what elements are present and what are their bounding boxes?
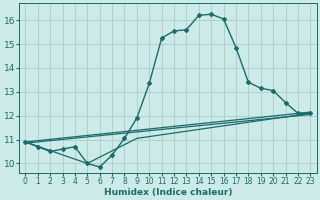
X-axis label: Humidex (Indice chaleur): Humidex (Indice chaleur): [104, 188, 232, 197]
